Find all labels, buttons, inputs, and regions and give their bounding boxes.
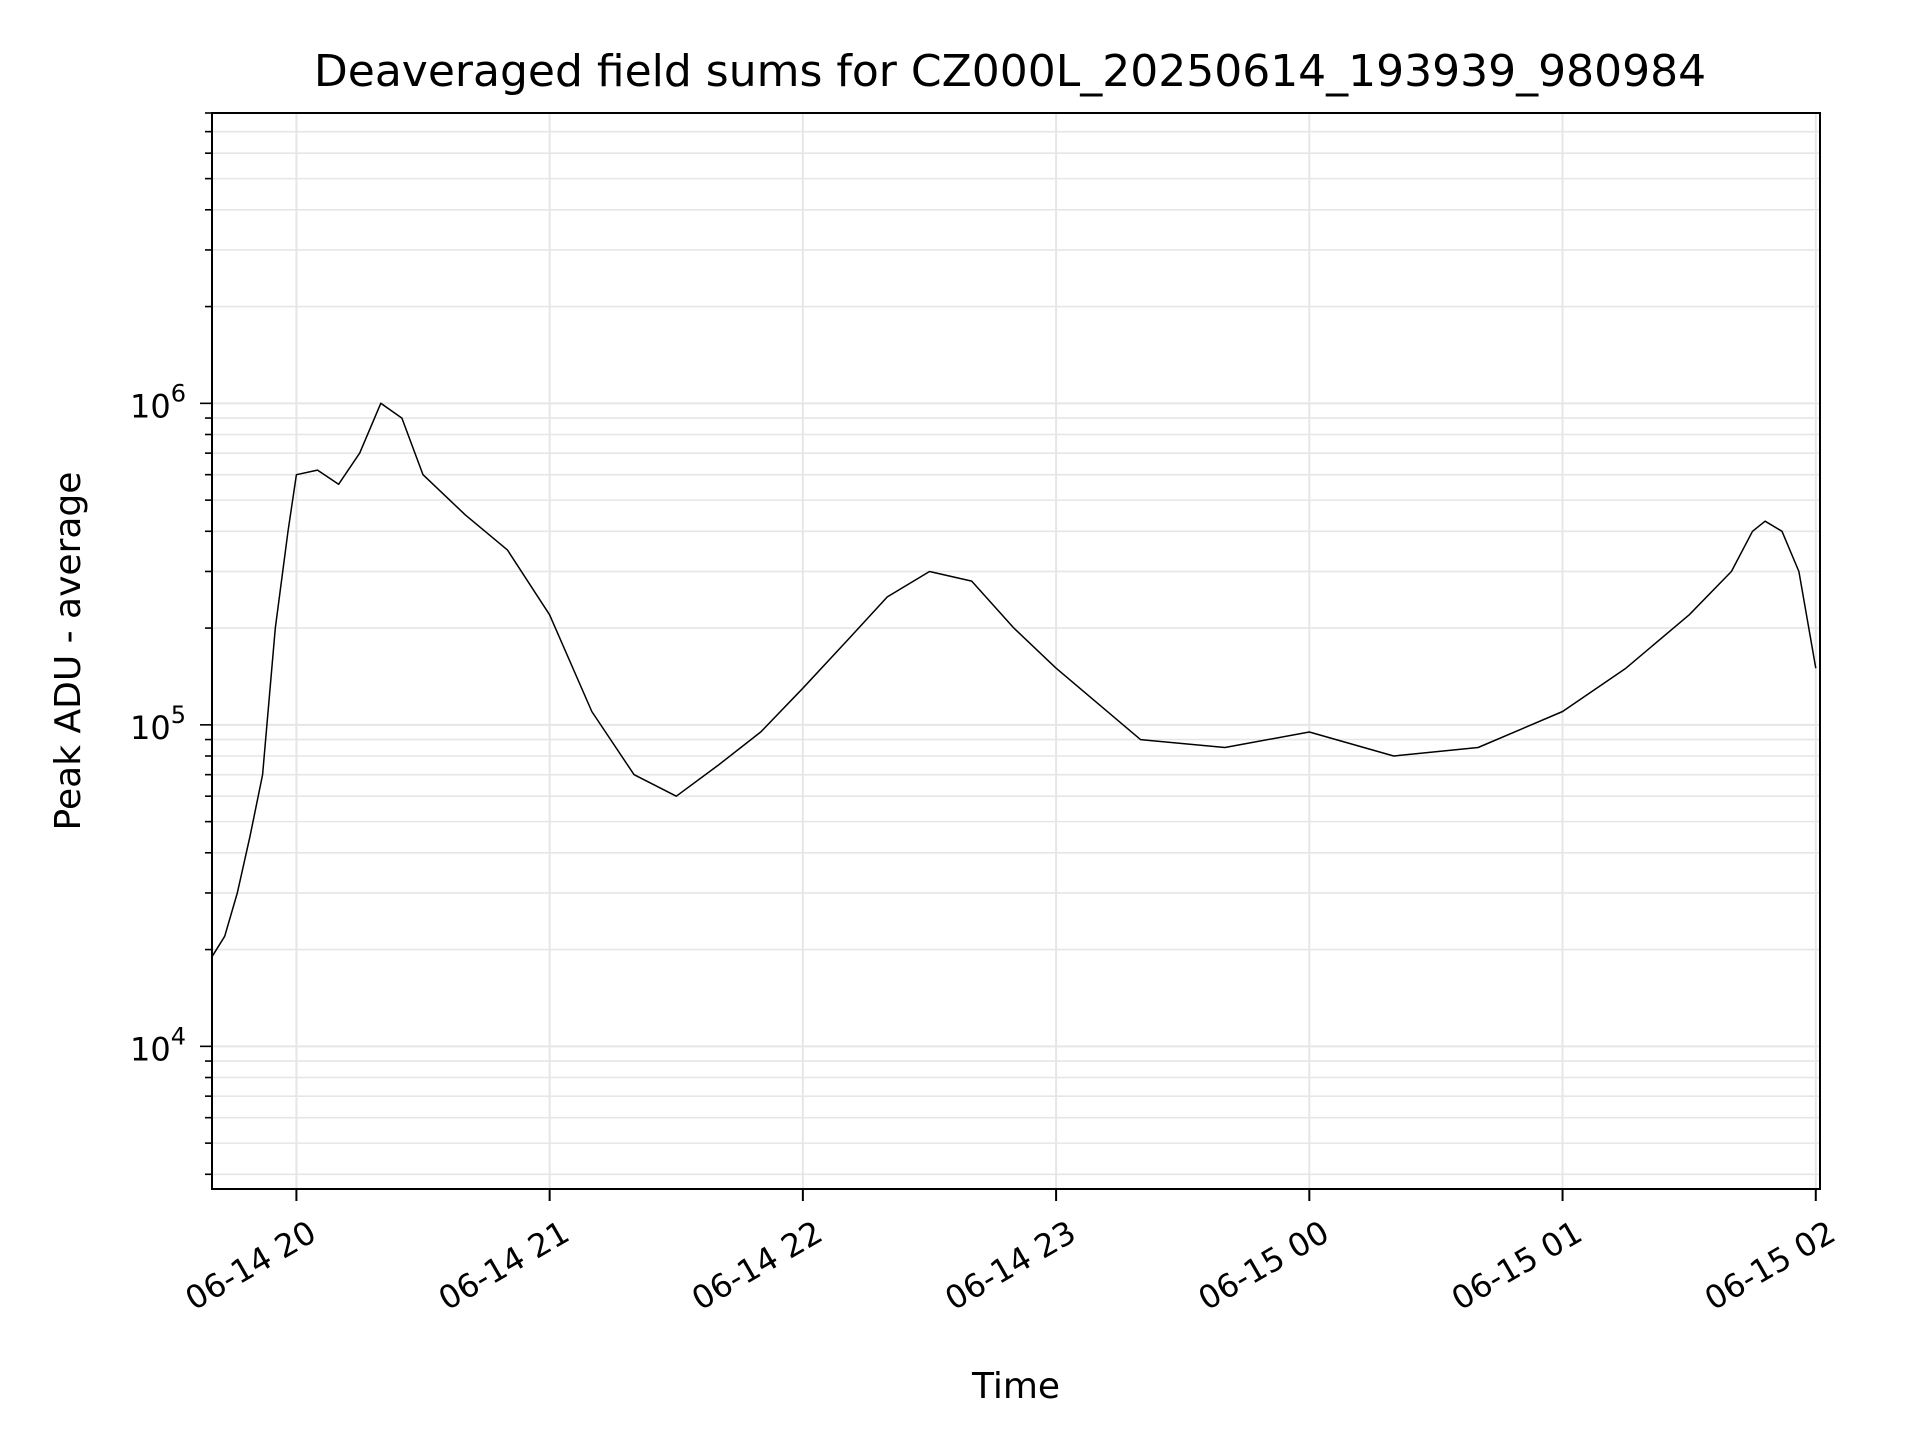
y-axis-label: Peak ADU - average: [48, 472, 89, 831]
chart-title: Deaveraged field sums for CZ000L_2025061…: [314, 46, 1706, 97]
series-line-group: [211, 402, 1817, 958]
series-line: [211, 402, 1817, 958]
grid: [212, 112, 1820, 1189]
plot-frame: [211, 112, 1821, 1190]
y-tick-label: 104: [130, 1022, 186, 1068]
y-tick-label: 105: [130, 701, 186, 747]
y-tick-label: 106: [130, 379, 186, 425]
y-axis: 104 105 106: [130, 112, 212, 1176]
x-axis-label: Time: [971, 1366, 1060, 1407]
